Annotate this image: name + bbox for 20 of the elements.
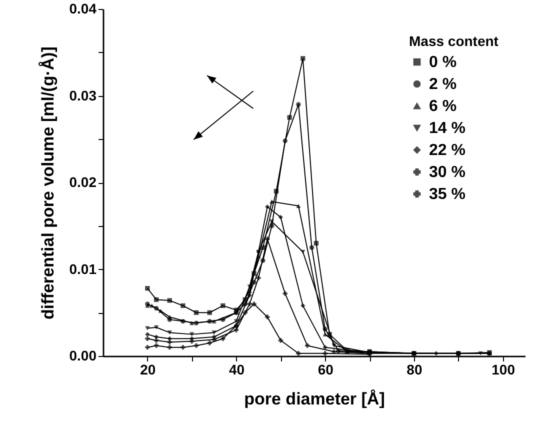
y-axis-title: differential pore volume [ml/(g·Å)] — [38, 46, 58, 320]
y-tick-label: 0.03 — [69, 87, 97, 104]
x-tick-label: 100 — [492, 362, 516, 378]
y-tick-label: 0.00 — [69, 348, 97, 364]
y-tick-label: 0.01 — [69, 260, 97, 277]
legend-label: 0 % — [429, 54, 457, 71]
x-axis-title: pore diameter [Å] — [244, 390, 385, 408]
y-tick-label: 0.04 — [69, 0, 97, 16]
legend-label: 22 % — [429, 142, 466, 159]
legend-label: 30 % — [429, 164, 466, 181]
legend-label: 2 % — [429, 76, 457, 93]
legend-label: 6 % — [429, 98, 457, 115]
x-tick-label: 60 — [318, 362, 334, 378]
y-tick-label: 0.02 — [69, 174, 97, 190]
x-tick-label: 80 — [406, 362, 422, 378]
x-tick-label: 40 — [228, 362, 245, 378]
legend-label: 14 % — [429, 120, 466, 137]
legend-label: 35 % — [429, 186, 466, 203]
legend-title: Mass content — [409, 33, 499, 49]
x-tick-label: 20 — [140, 362, 156, 378]
